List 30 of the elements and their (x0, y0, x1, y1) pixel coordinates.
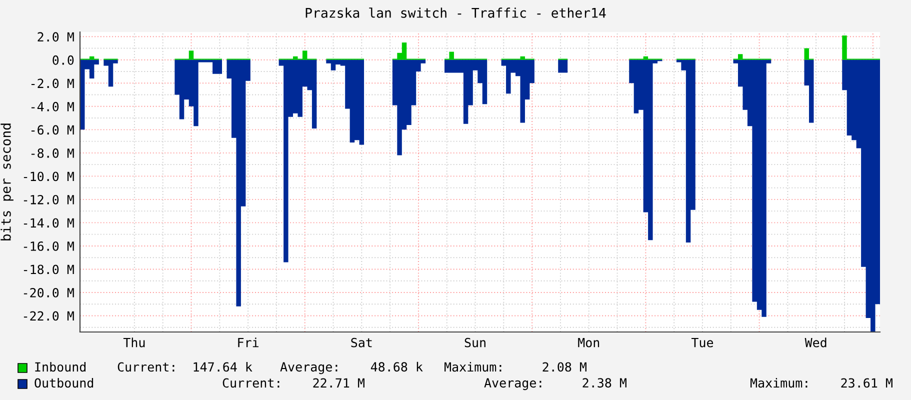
y-tick-label: -20.0 M (24, 288, 74, 298)
y-tick-label: -2.0 M (31, 78, 74, 88)
x-tick-label: Sun (464, 338, 486, 348)
chart-title: Prazska lan switch - Traffic - ether14 (306, 8, 606, 18)
text: Maximum: 2.08 M (444, 362, 586, 372)
text: Average: 48.68 k (280, 362, 423, 374)
y-tick-label: -8.0 M (31, 148, 74, 158)
text: Current: 147.64 k (118, 362, 252, 372)
y-tick-label: -12.0 M (24, 194, 74, 204)
x-tick-label: Tue (691, 338, 714, 348)
y-tick-label: 2.0 M (38, 32, 74, 42)
legend-label: Inbound (35, 362, 86, 372)
x-tick-label: Fri (238, 338, 258, 348)
y-tick-label: -22.0 M (24, 311, 74, 321)
x-tick-label: Mon (578, 338, 600, 348)
text: Maximum: 23.61 M (750, 378, 892, 388)
legend-label: Outbound (34, 378, 94, 388)
y-axis-title: bits per second (0, 124, 14, 240)
y-tick-label: 0.0 (52, 55, 74, 65)
y-tick-label: -4.0 M (31, 102, 74, 112)
y-tick-label: -16.0 M (24, 241, 74, 251)
text: Average: 2.38 M (484, 378, 626, 390)
x-tick-label: Wed (804, 338, 826, 348)
y-tick-label: -18.0 M (24, 264, 74, 274)
x-tick-label: Thu (123, 338, 145, 348)
y-tick-label: -14.0 M (24, 218, 74, 228)
text: Current: 22.71 M (222, 378, 364, 388)
y-tick-label: -6.0 M (31, 125, 74, 135)
x-tick-label: Sat (351, 338, 372, 348)
y-tick-label: -10.0 M (24, 172, 74, 182)
